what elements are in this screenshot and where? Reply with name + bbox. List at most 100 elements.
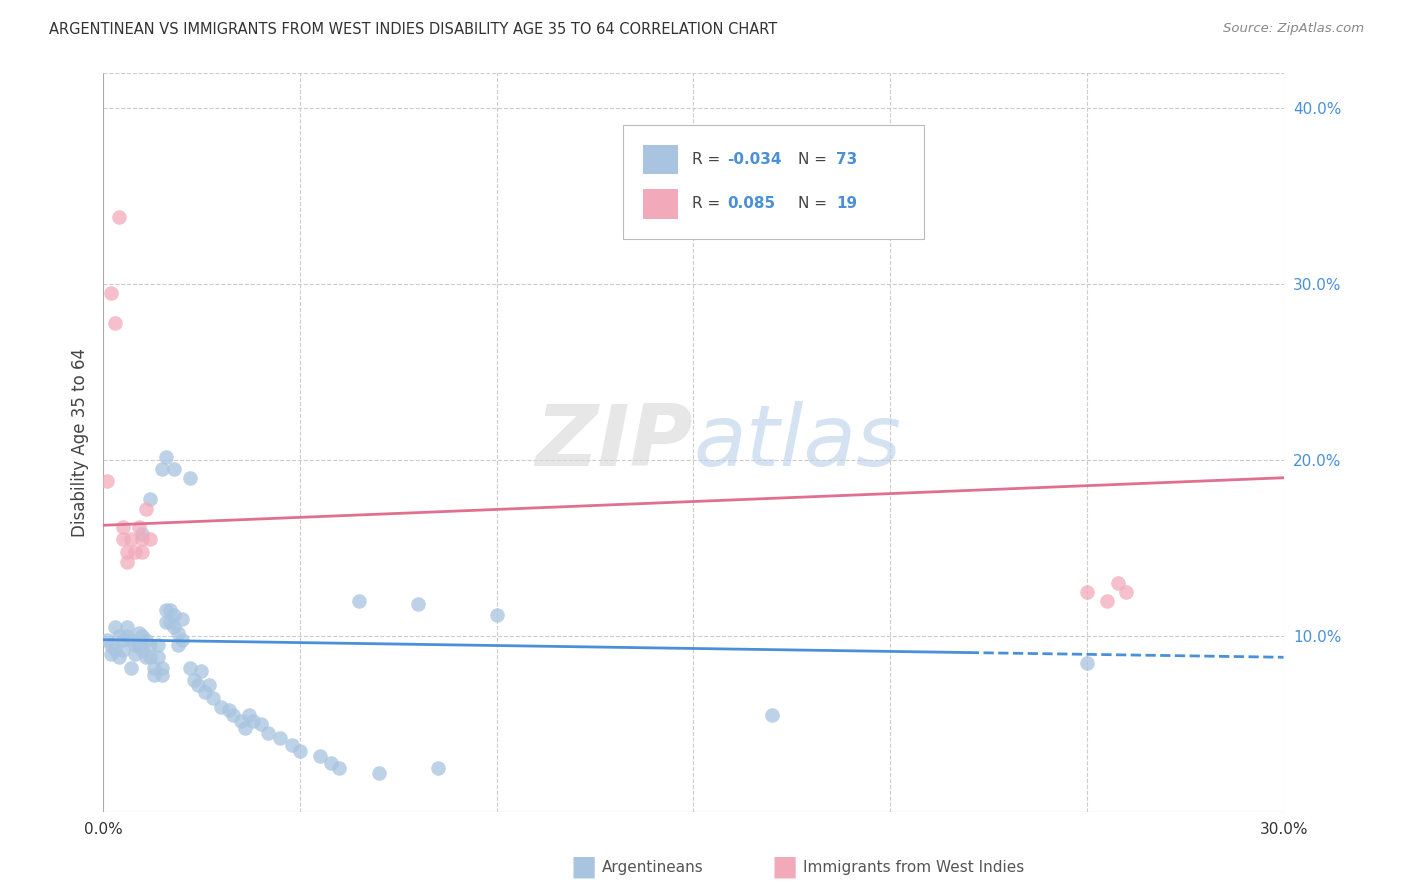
Text: Argentineans: Argentineans: [602, 860, 703, 874]
Point: [1115, 585, 1137, 599]
Point: [190, 665, 212, 679]
Point: [120, 661, 142, 675]
Point: [485, 607, 508, 622]
Point: [131, 527, 153, 541]
Point: [406, 598, 429, 612]
Point: [163, 607, 186, 622]
Point: [167, 625, 190, 640]
Text: ARGENTINEAN VS IMMIGRANTS FROM WEST INDIES DISABILITY AGE 35 TO 64 CORRELATION C: ARGENTINEAN VS IMMIGRANTS FROM WEST INDI…: [49, 22, 778, 37]
Point: [131, 544, 153, 558]
Point: [159, 615, 181, 629]
Point: [163, 620, 186, 634]
Point: [155, 615, 177, 629]
Point: [115, 544, 138, 558]
Point: [124, 544, 146, 558]
Point: [111, 533, 134, 547]
Text: 0.085: 0.085: [727, 196, 776, 211]
Point: [150, 661, 173, 675]
Point: [148, 638, 170, 652]
Y-axis label: Disability Age 35 to 64: Disability Age 35 to 64: [72, 348, 89, 537]
Point: [111, 520, 134, 534]
Point: [135, 650, 157, 665]
Point: [100, 285, 122, 300]
Text: Immigrants from West Indies: Immigrants from West Indies: [803, 860, 1024, 874]
Point: [124, 638, 146, 652]
Point: [139, 533, 162, 547]
Point: [426, 761, 449, 775]
Point: [155, 450, 177, 464]
Point: [198, 678, 221, 692]
Point: [194, 685, 217, 699]
Point: [233, 721, 256, 735]
Point: [108, 650, 131, 665]
Point: [308, 748, 330, 763]
Point: [155, 603, 177, 617]
Point: [111, 643, 134, 657]
Point: [104, 620, 127, 634]
Point: [131, 533, 153, 547]
Point: [222, 708, 245, 723]
Point: [218, 703, 240, 717]
Point: [143, 668, 166, 682]
Point: [124, 647, 146, 661]
Point: [288, 743, 311, 757]
Text: ■: ■: [772, 853, 797, 881]
Point: [1107, 576, 1129, 591]
Point: [128, 520, 150, 534]
Text: ZIP: ZIP: [536, 401, 693, 484]
Point: [209, 699, 232, 714]
Text: -0.034: -0.034: [727, 152, 782, 167]
Point: [163, 462, 186, 476]
Point: [135, 632, 157, 647]
FancyBboxPatch shape: [623, 125, 924, 239]
Point: [257, 726, 280, 740]
Point: [108, 211, 131, 225]
Point: [120, 632, 142, 647]
Text: ■: ■: [571, 853, 596, 881]
Point: [139, 650, 162, 665]
Text: R =: R =: [692, 152, 725, 167]
Point: [150, 668, 173, 682]
Point: [115, 620, 138, 634]
Point: [367, 766, 389, 780]
Point: [139, 638, 162, 652]
Point: [187, 678, 209, 692]
Text: 19: 19: [837, 196, 858, 211]
Point: [104, 316, 127, 330]
Point: [229, 714, 252, 728]
Point: [167, 638, 190, 652]
Point: [183, 673, 205, 687]
Point: [96, 632, 118, 647]
Point: [1076, 656, 1098, 670]
Text: N =: N =: [799, 196, 832, 211]
Point: [170, 632, 193, 647]
Point: [100, 638, 122, 652]
Point: [100, 647, 122, 661]
Point: [115, 629, 138, 643]
FancyBboxPatch shape: [643, 145, 678, 174]
Point: [347, 594, 370, 608]
Point: [143, 661, 166, 675]
Point: [238, 708, 260, 723]
Point: [135, 502, 157, 516]
Point: [179, 471, 201, 485]
Point: [104, 643, 127, 657]
Point: [148, 650, 170, 665]
Point: [1095, 594, 1118, 608]
Text: Source: ZipAtlas.com: Source: ZipAtlas.com: [1223, 22, 1364, 36]
Point: [321, 756, 343, 770]
Point: [131, 629, 153, 643]
FancyBboxPatch shape: [643, 189, 678, 219]
Point: [159, 603, 181, 617]
Point: [281, 738, 304, 752]
Point: [139, 491, 162, 506]
Point: [150, 462, 173, 476]
Point: [96, 475, 118, 489]
Point: [1076, 585, 1098, 599]
Text: 73: 73: [837, 152, 858, 167]
Point: [202, 690, 225, 705]
Point: [170, 611, 193, 625]
Point: [108, 629, 131, 643]
Point: [179, 661, 201, 675]
Point: [761, 708, 783, 723]
